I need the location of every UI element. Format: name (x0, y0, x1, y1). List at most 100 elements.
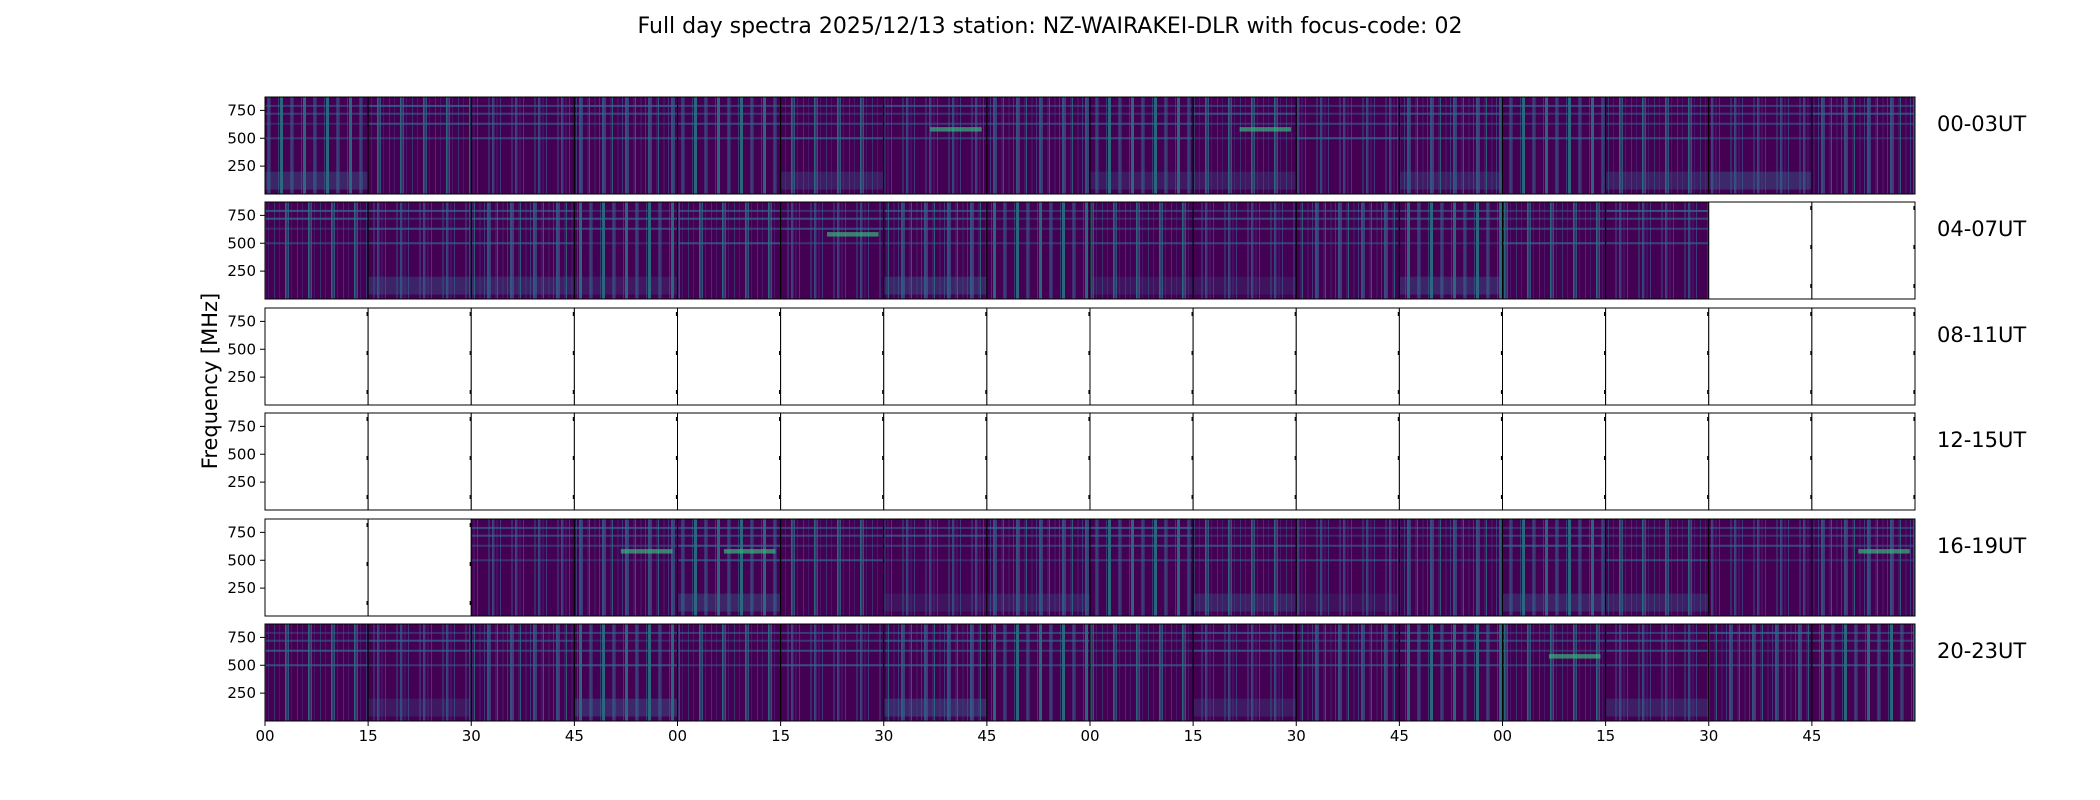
spectrum-panel (573, 518, 678, 617)
spectrum-panel (780, 96, 885, 195)
empty-panel (780, 412, 885, 511)
spectrum-panel (1811, 518, 1916, 617)
empty-panel (367, 518, 472, 617)
spectrum-panel (1502, 518, 1607, 617)
spectrum-panel (1192, 623, 1297, 722)
empty-panel (264, 412, 369, 511)
spectrum-panel (264, 623, 369, 722)
spectrum-panel (573, 96, 678, 195)
panel-row: 750 500 250 00-03UT (227, 96, 2026, 195)
x-tick-label: 30 (1699, 727, 1718, 745)
spectrum-panel (573, 623, 678, 722)
empty-panel (470, 412, 575, 511)
x-tick-label: 30 (462, 727, 481, 745)
spectrum-panel (1605, 623, 1710, 722)
row-label: 16-19UT (1937, 534, 2026, 558)
y-tick-label: 500 (227, 551, 256, 569)
panel-row: 750 500 250 04-07UT (227, 201, 2026, 300)
spectrum-panel (1192, 201, 1297, 300)
spectrum-panel (677, 96, 782, 195)
x-tick-label: 30 (1287, 727, 1306, 745)
spectrum-panel (1502, 201, 1607, 300)
spectrum-panel (1708, 623, 1813, 722)
y-tick-label: 500 (227, 129, 256, 147)
spectrum-panel (986, 623, 1091, 722)
empty-panel (1398, 412, 1503, 511)
spectrum-panel (1811, 96, 1916, 195)
empty-panel (1192, 307, 1297, 406)
empty-panel (470, 307, 575, 406)
spectrum-panel (470, 96, 575, 195)
panel-row: 750 500 250 08-11UT (227, 307, 2026, 406)
spectrum-panel (1398, 96, 1503, 195)
y-axis-label: Frequency [MHz] (198, 293, 222, 469)
spectrum-panel (780, 201, 885, 300)
y-tick-label: 750 (227, 312, 256, 330)
x-tick-label: 45 (565, 727, 584, 745)
empty-panel (986, 307, 1091, 406)
empty-panel (1295, 307, 1400, 406)
y-tick-label: 250 (227, 473, 256, 491)
row-label: 08-11UT (1937, 323, 2026, 347)
x-tick-label: 15 (1596, 727, 1615, 745)
y-tick-label: 750 (227, 417, 256, 435)
panel-row: 750 500 250 12-15UT (227, 412, 2026, 511)
empty-panel (883, 307, 988, 406)
spectrum-panel (1295, 201, 1400, 300)
spectrum-panel (1398, 518, 1503, 617)
x-tick-label: 15 (771, 727, 790, 745)
empty-panel (1605, 307, 1710, 406)
y-tick-label: 250 (227, 579, 256, 597)
spectrum-panel (1708, 96, 1813, 195)
empty-panel (1089, 412, 1194, 511)
spectrum-panel (1089, 96, 1194, 195)
spectrum-panel (367, 201, 472, 300)
y-tick-label: 500 (227, 340, 256, 358)
empty-panel (573, 412, 678, 511)
spectrum-panel (883, 201, 988, 300)
empty-panel (677, 412, 782, 511)
spectrum-panel (573, 201, 678, 300)
x-tick-label: 00 (668, 727, 687, 745)
empty-panel (1398, 307, 1503, 406)
y-tick-label: 250 (227, 684, 256, 702)
spectrum-panel (1605, 96, 1710, 195)
spectrum-panel (677, 518, 782, 617)
spectrum-panel (1605, 201, 1710, 300)
spectrum-panel (986, 518, 1091, 617)
x-tick-label: 45 (1802, 727, 1821, 745)
y-tick-label: 750 (227, 523, 256, 541)
spectrum-panel (1811, 623, 1916, 722)
empty-panel (1295, 412, 1400, 511)
x-tick-label: 15 (359, 727, 378, 745)
empty-panel (1192, 412, 1297, 511)
spectrum-panel (264, 96, 369, 195)
x-tick-label: 00 (1080, 727, 1099, 745)
spectrum-panel (1605, 518, 1710, 617)
y-tick-label: 250 (227, 262, 256, 280)
empty-panel (1502, 412, 1607, 511)
row-label: 04-07UT (1937, 217, 2026, 241)
spectrum-panel (1089, 623, 1194, 722)
spectrum-panel (677, 623, 782, 722)
empty-panel (677, 307, 782, 406)
spectrum-panel (883, 623, 988, 722)
spectrum-panel (1192, 96, 1297, 195)
x-tick-label: 45 (1390, 727, 1409, 745)
empty-panel (1811, 412, 1916, 511)
empty-panel (1605, 412, 1710, 511)
spectrum-panel (1089, 201, 1194, 300)
row-label: 20-23UT (1937, 639, 2026, 663)
empty-panel (367, 307, 472, 406)
empty-panel (1502, 307, 1607, 406)
x-tick-label: 45 (977, 727, 996, 745)
empty-panel (1708, 412, 1813, 511)
x-tick-label: 15 (1184, 727, 1203, 745)
y-tick-label: 750 (227, 206, 256, 224)
spectrum-panel (1295, 96, 1400, 195)
spectrum-panel (1398, 623, 1503, 722)
chart-title: Full day spectra 2025/12/13 station: NZ-… (638, 14, 1463, 39)
y-tick-label: 500 (227, 234, 256, 252)
spectrum-panel (883, 96, 988, 195)
